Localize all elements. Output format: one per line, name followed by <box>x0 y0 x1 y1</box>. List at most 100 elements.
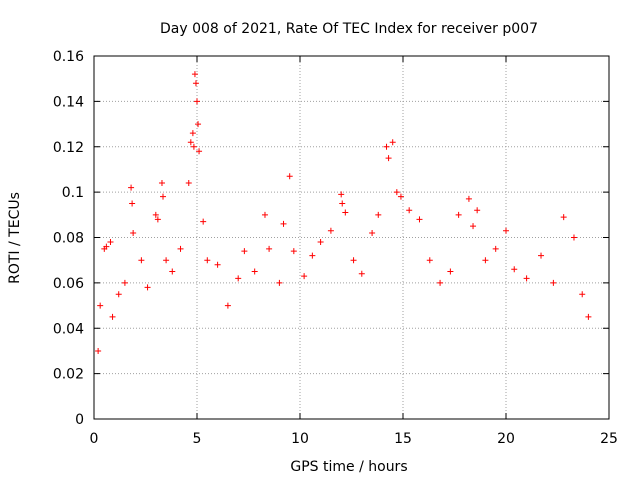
data-point <box>115 291 122 298</box>
data-point <box>474 207 481 214</box>
data-point <box>397 193 404 200</box>
data-point <box>185 180 192 187</box>
data-point <box>144 284 151 291</box>
x-tick-label: 25 <box>600 431 618 447</box>
y-tick-label: 0.16 <box>53 49 84 65</box>
data-point <box>152 211 159 218</box>
data-point <box>204 257 211 264</box>
data-point <box>128 184 135 191</box>
data-point <box>585 313 592 320</box>
data-point <box>511 266 518 273</box>
data-point <box>523 275 530 282</box>
data-point <box>130 229 137 236</box>
data-point <box>129 200 136 207</box>
data-point <box>570 234 577 241</box>
y-tick-label: 0.02 <box>53 367 84 383</box>
data-point <box>190 143 197 150</box>
data-point <box>235 275 242 282</box>
data-point <box>241 248 248 255</box>
data-point <box>95 347 102 354</box>
data-point <box>266 245 273 252</box>
x-tick-label: 0 <box>90 431 99 447</box>
data-point <box>138 257 145 264</box>
data-point <box>251 268 258 275</box>
data-point <box>158 180 165 187</box>
data-point <box>154 216 161 223</box>
data-point <box>492 245 499 252</box>
data-point <box>276 279 283 286</box>
data-point <box>109 313 116 320</box>
data-point <box>163 257 170 264</box>
x-tick-label: 15 <box>394 431 412 447</box>
data-point <box>261 211 268 218</box>
x-tick-label: 5 <box>193 431 202 447</box>
data-point <box>290 248 297 255</box>
grid <box>94 56 609 419</box>
data-point <box>200 218 207 225</box>
data-point <box>465 195 472 202</box>
axis-ticks: 0 5 10 15 20 25 0 0.02 0.04 0.06 0.08 0.1 0.12 0.14 0.… <box>53 49 618 447</box>
x-axis-label: GPS time / hours <box>290 459 407 475</box>
data-point <box>317 239 324 246</box>
y-tick-label: 0 <box>75 412 84 428</box>
data-point <box>338 191 345 198</box>
data-point <box>107 239 114 246</box>
data-point <box>97 302 104 309</box>
x-tick-label: 10 <box>291 431 309 447</box>
data-point <box>177 245 184 252</box>
data-point <box>286 173 293 180</box>
data-point <box>196 148 203 155</box>
data-point <box>342 209 349 216</box>
data-point <box>437 279 444 286</box>
data-point <box>426 257 433 264</box>
data-point <box>416 216 423 223</box>
plot-frame <box>93 55 610 420</box>
data-point <box>385 155 392 162</box>
data-point <box>393 189 400 196</box>
data-point <box>550 279 557 286</box>
data-point <box>192 80 199 87</box>
data-point <box>195 121 202 128</box>
data-point <box>187 139 194 146</box>
data-point <box>358 270 365 277</box>
data-point <box>103 243 110 250</box>
y-tick-label: 0.14 <box>53 94 84 110</box>
data-point <box>189 130 196 137</box>
y-tick-label: 0.08 <box>53 231 84 247</box>
x-tick-label: 20 <box>497 431 515 447</box>
y-tick-label: 0.04 <box>53 321 84 337</box>
data-point <box>350 257 357 264</box>
data-point <box>389 139 396 146</box>
data-point <box>503 227 509 234</box>
data-point <box>191 71 198 78</box>
data-point <box>560 214 567 221</box>
data-point <box>339 200 346 207</box>
data-point <box>309 252 316 259</box>
data-point <box>579 291 586 298</box>
data-point <box>169 268 176 275</box>
data-point <box>455 211 462 218</box>
data-point <box>375 211 382 218</box>
data-point <box>214 261 221 268</box>
data-point <box>121 279 128 286</box>
data-point <box>406 207 413 214</box>
data-point <box>280 220 287 227</box>
data-point <box>301 273 308 280</box>
data-point <box>383 143 390 150</box>
data-point <box>194 98 200 105</box>
data-points <box>95 71 592 354</box>
y-tick-label: 0.1 <box>62 185 84 201</box>
data-point <box>538 252 545 259</box>
data-point <box>160 193 167 200</box>
data-point <box>369 229 376 236</box>
y-tick-label: 0.06 <box>53 276 84 292</box>
y-axis-label: ROTI / TECUs <box>7 192 23 284</box>
y-tick-label: 0.12 <box>53 140 84 156</box>
data-point <box>482 257 489 264</box>
data-point <box>447 268 454 275</box>
data-point <box>224 302 231 309</box>
data-point <box>470 223 477 230</box>
data-point <box>327 227 334 234</box>
chart-title: Day 008 of 2021, Rate Of TEC Index for r… <box>160 21 538 37</box>
